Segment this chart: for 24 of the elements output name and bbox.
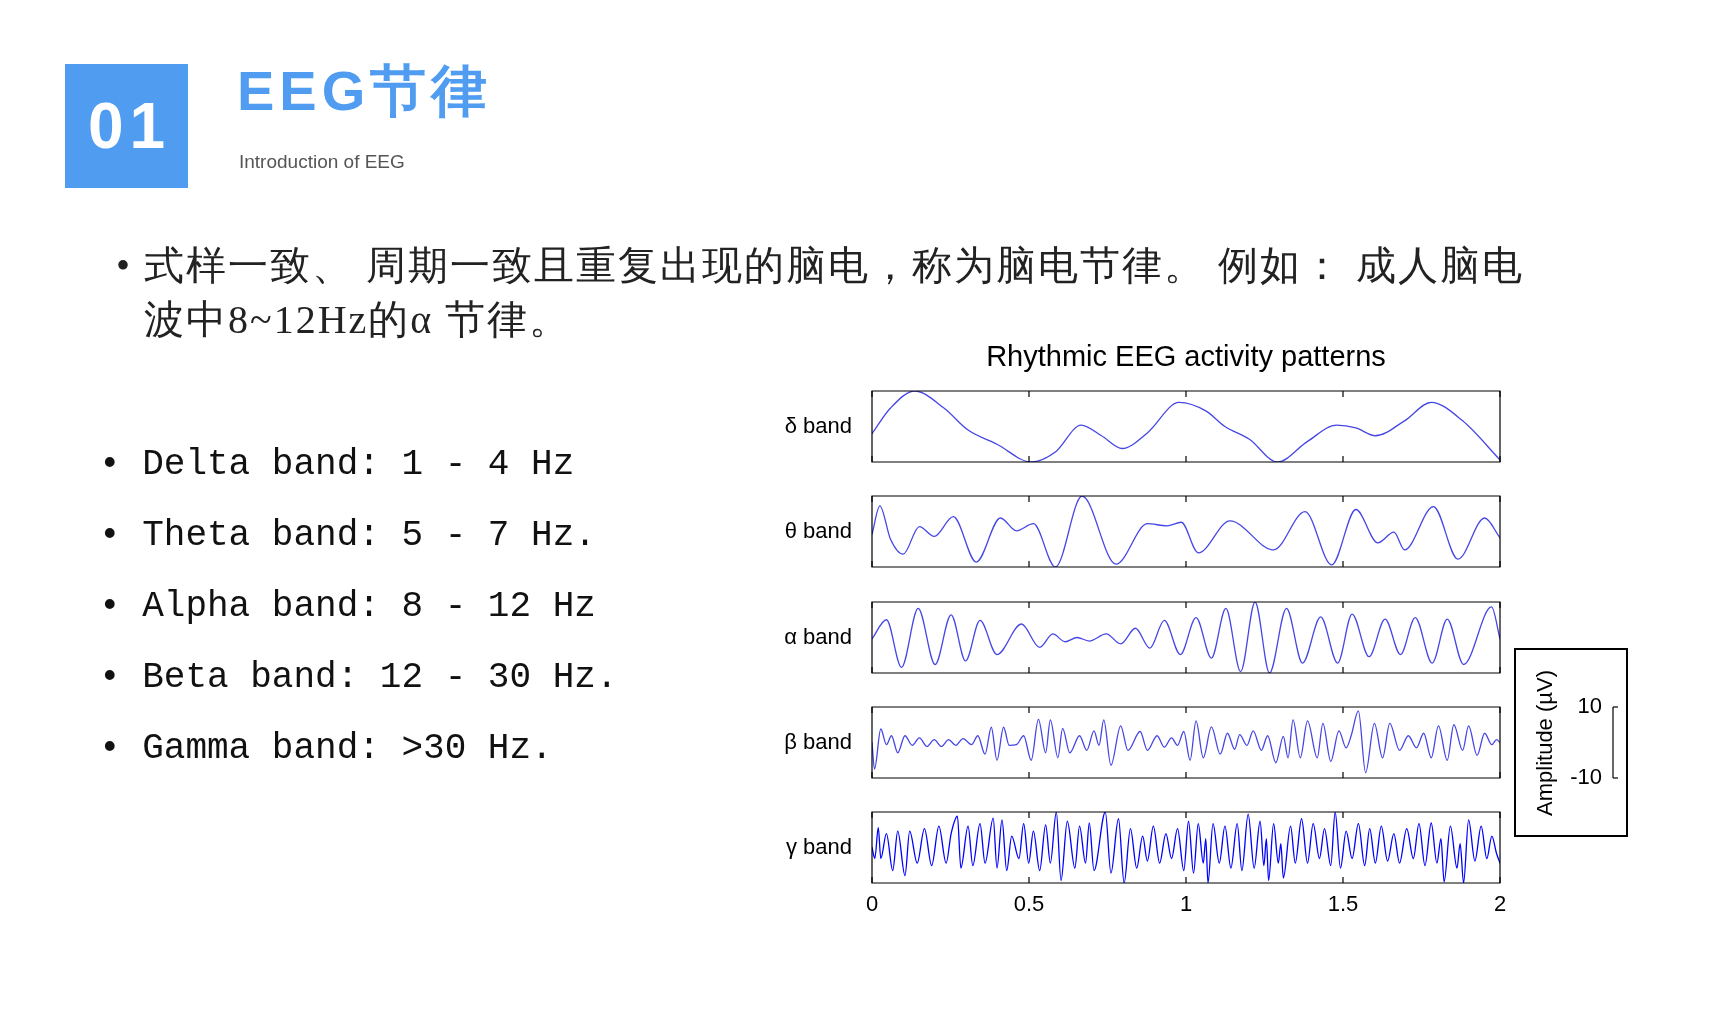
- text: 01: [86, 90, 172, 162]
- text: Introduction of EEG: [239, 151, 405, 173]
- x-tick-label: 0: [865, 891, 879, 917]
- text: • Beta band: 12 - 30 Hz.: [99, 657, 618, 699]
- text: • Delta band: 1 - 4 Hz: [99, 443, 575, 485]
- y-tick-label: -10: [1570, 764, 1602, 790]
- y-axis-title: γ band: [785, 833, 852, 859]
- y-axis-title: δ band: [784, 412, 852, 438]
- text: Amplitude (µV): [1532, 669, 1558, 816]
- y-axis-title: β band: [784, 728, 852, 754]
- text: • 式样一致、 周期一致且重复出现的脑电，称为脑电节律。 例如： 成人脑电波中8~12Hz的α 节律。: [116, 243, 1525, 342]
- x-tick-label: 1: [1179, 891, 1193, 917]
- line-series: [872, 710, 1500, 774]
- y-tick-label: 10: [1577, 693, 1602, 719]
- text: • Alpha band: 8 - 12 Hz: [99, 585, 596, 627]
- text: EEG节律: [237, 59, 493, 122]
- y-axis-title: α band: [784, 623, 852, 649]
- x-tick-label: 2: [1493, 891, 1507, 917]
- x-tick-label: 0.5: [1013, 891, 1045, 917]
- x-tick-label: 1.5: [1327, 891, 1359, 917]
- text: • Gamma band: >30 Hz.: [99, 728, 553, 770]
- chart-title: Rhythmic EEG activity patterns: [986, 340, 1386, 372]
- text: • Theta band: 5 - 7 Hz.: [99, 514, 596, 556]
- y-axis-title: θ band: [784, 517, 852, 543]
